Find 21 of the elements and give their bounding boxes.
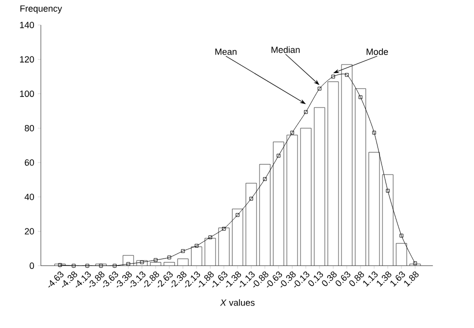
y-tick-label: 120 — [20, 56, 34, 63]
y-tick-label: 60 — [24, 159, 34, 166]
y-tick-label: 40 — [24, 194, 34, 200]
annotation: Median — [272, 46, 300, 53]
x-tick-label: 1.88 — [404, 271, 419, 287]
y-tick-label: 20 — [24, 228, 34, 234]
annotation: Mean — [215, 48, 236, 55]
y-tick-label: 0 — [30, 262, 34, 269]
x-tick-label: 1.38 — [376, 271, 392, 287]
x-tick-label: 0.13 — [308, 271, 324, 286]
y-tick-label: 80 — [24, 124, 34, 132]
x-tick-label: 1.13 — [363, 271, 378, 287]
annotation: Mode — [366, 48, 388, 55]
y-tick-label: 100 — [20, 90, 34, 97]
x-tick-label: 0.63 — [336, 271, 350, 286]
y-axis-title: Frequency — [20, 5, 62, 14]
x-tick-label: 0.88 — [349, 271, 364, 286]
x-tick-label: 0.38 — [322, 271, 337, 286]
x-tick-label: 1.63 — [390, 271, 405, 287]
x-axis-title: X values — [220, 299, 255, 306]
y-tick-label: 140 — [20, 22, 34, 28]
